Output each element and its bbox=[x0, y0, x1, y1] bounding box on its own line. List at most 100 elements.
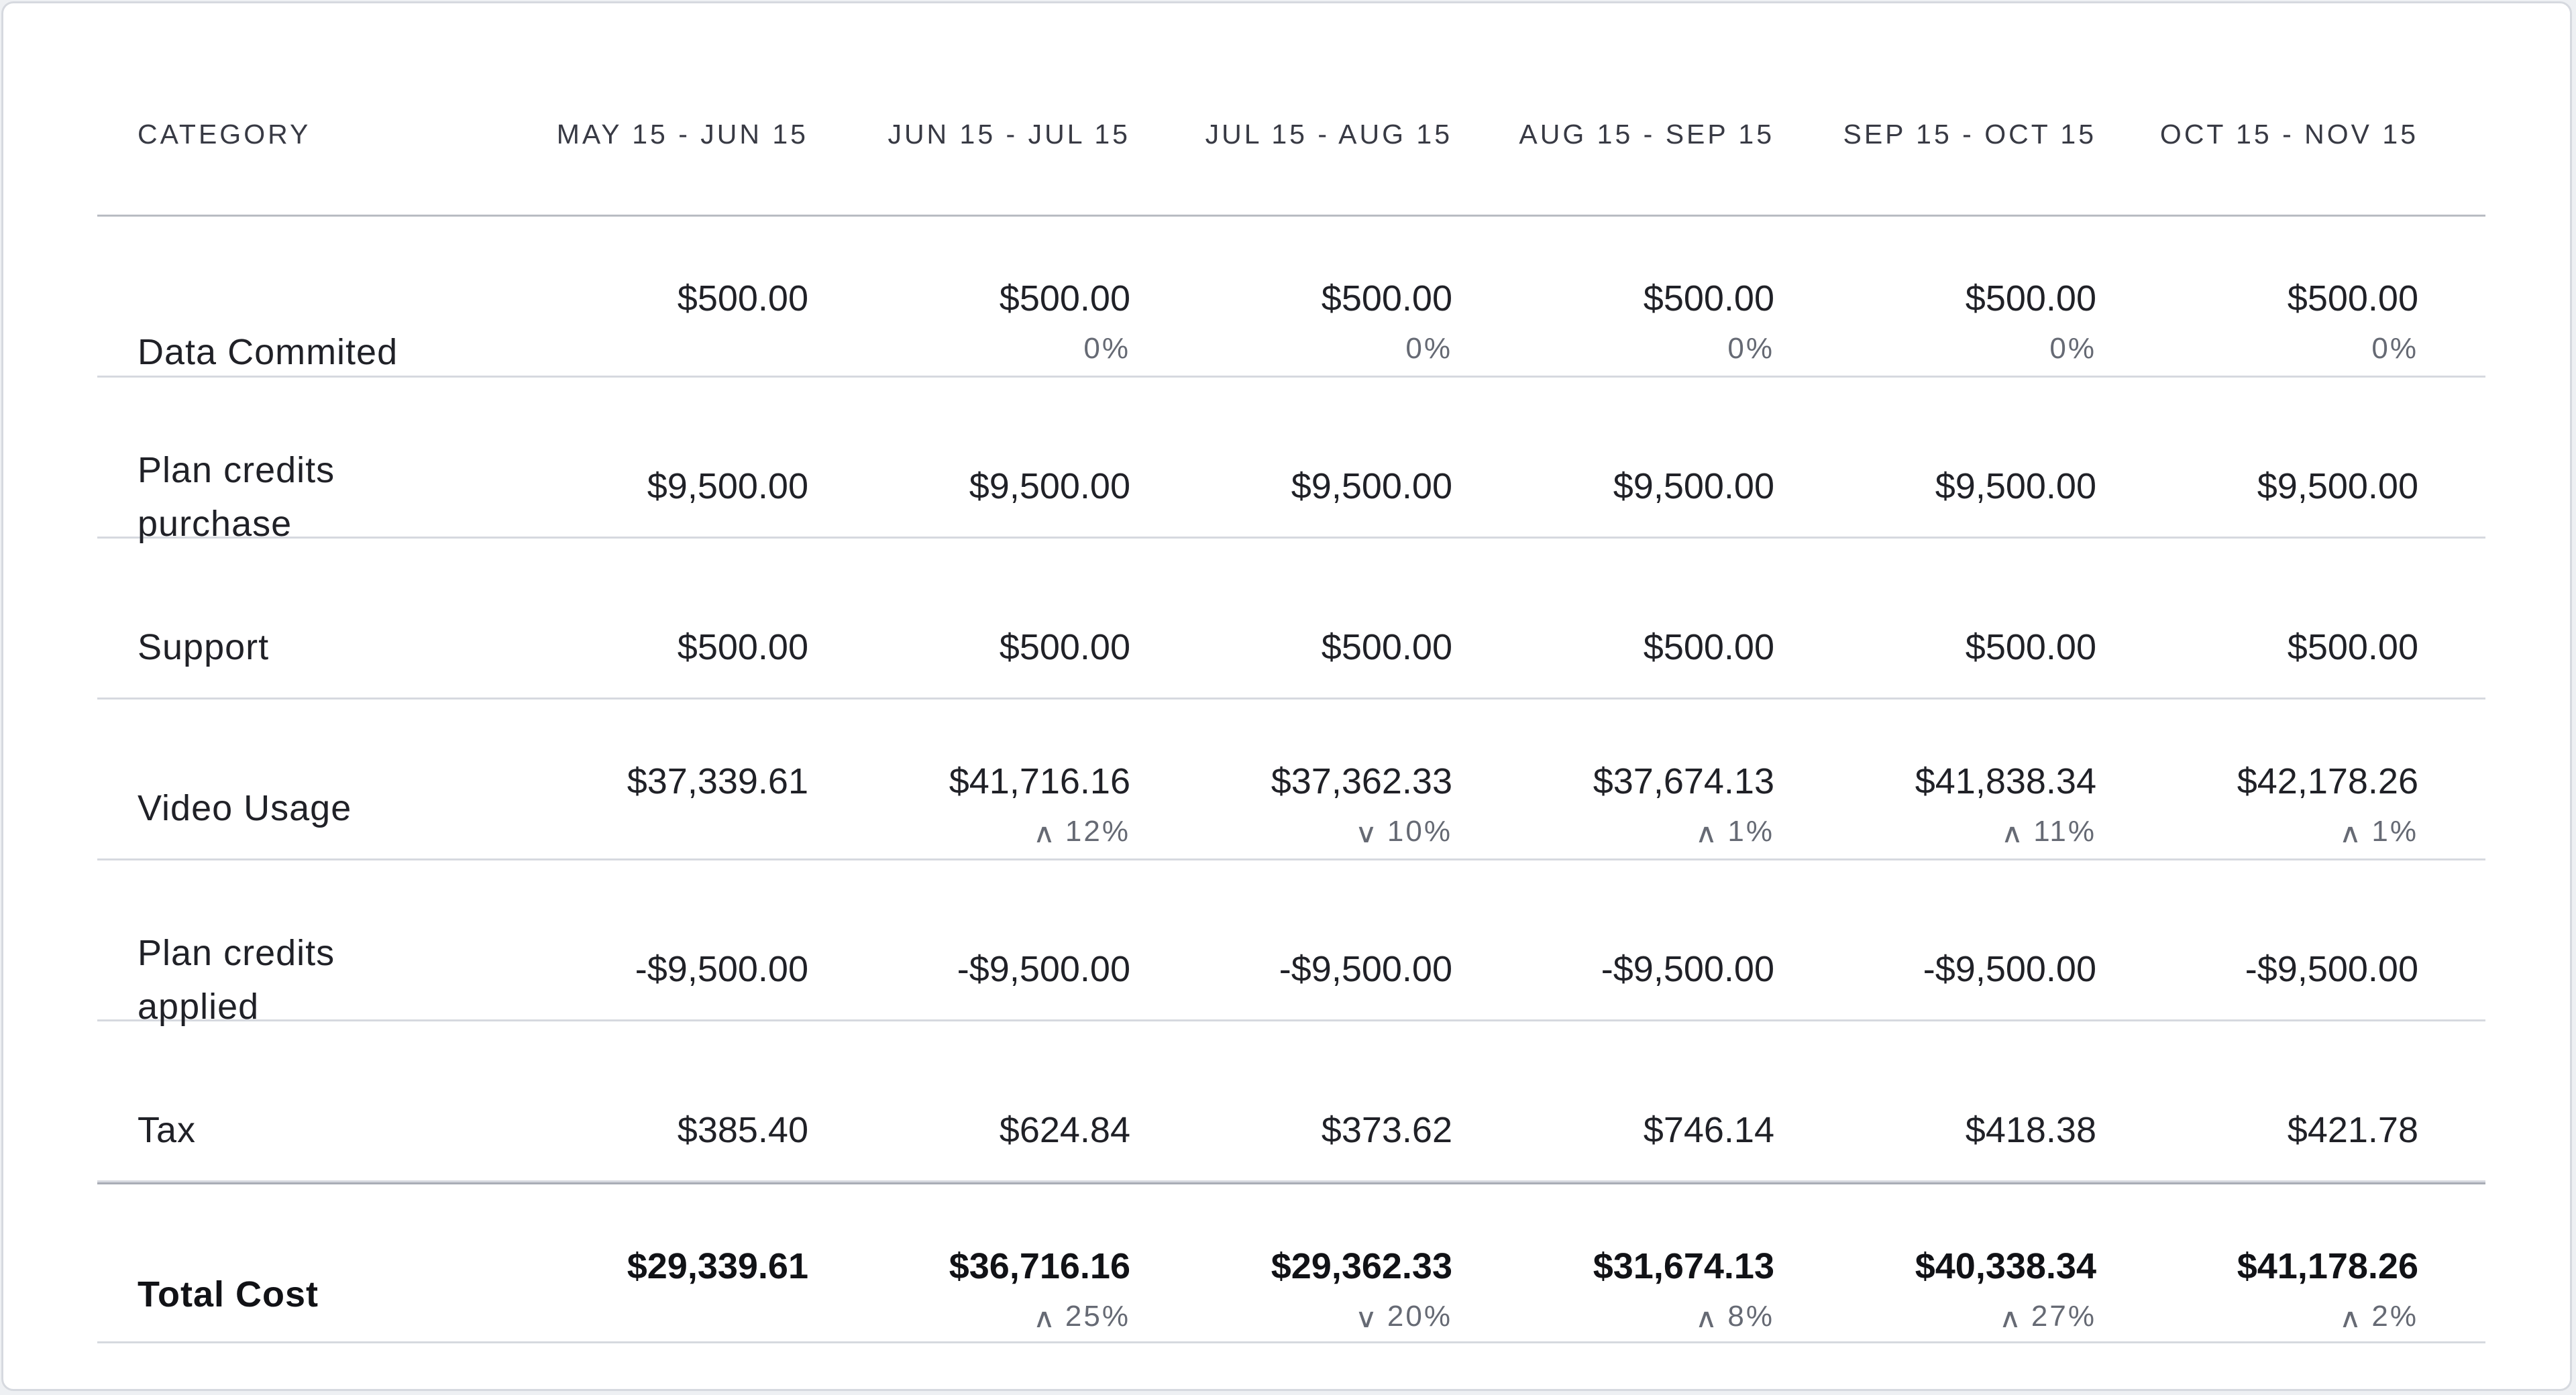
amount: $746.14 bbox=[1643, 1110, 1774, 1150]
value-cell: $385.40 bbox=[527, 1021, 849, 1157]
value-cell: $500.00 bbox=[2137, 539, 2459, 674]
category-cell: Video Usage bbox=[97, 700, 527, 835]
value-cell: $500.00 0% bbox=[1815, 217, 2137, 372]
header-period-3: JUL 15 - AUG 15 bbox=[1205, 119, 1452, 150]
amount: $373.62 bbox=[1321, 1110, 1452, 1150]
value-cell: -$9,500.00 bbox=[1171, 860, 1493, 996]
value-cell: -$9,500.00 bbox=[527, 860, 849, 996]
amount: -$9,500.00 bbox=[2245, 949, 2418, 989]
value-cell: -$9,500.00 bbox=[849, 860, 1171, 996]
amount: -$9,500.00 bbox=[635, 949, 808, 989]
change-percent: 25% bbox=[1065, 1300, 1130, 1333]
amount: $37,674.13 bbox=[1593, 761, 1774, 801]
value-cell: $9,500.00 bbox=[1171, 378, 1493, 513]
amount: $500.00 bbox=[1965, 278, 2096, 319]
category-label: Support bbox=[138, 627, 270, 667]
change-indicator: 0% bbox=[2137, 325, 2418, 372]
value-cell: $9,500.00 bbox=[1493, 378, 1815, 513]
change-percent: 2% bbox=[2371, 1300, 2418, 1333]
cost-table: CATEGORY MAY 15 - JUN 15 JUN 15 - JUL 15… bbox=[97, 3, 2485, 1343]
value-cell: $500.00 bbox=[1815, 539, 2137, 674]
table-row: Plan credits purchase $9,500.00 $9,500.00 $… bbox=[97, 378, 2485, 544]
value-cell: $500.00 bbox=[527, 217, 849, 325]
change-indicator: 0% bbox=[1815, 325, 2096, 372]
chevron-up-icon: ∧ bbox=[1695, 1304, 1720, 1333]
change-percent: 8% bbox=[1727, 1300, 1774, 1333]
change-percent: 0% bbox=[1405, 332, 1452, 365]
change-indicator: ∧ 27% bbox=[1815, 1293, 2096, 1340]
amount: $37,362.33 bbox=[1271, 761, 1452, 801]
change-percent: 0% bbox=[1083, 332, 1130, 365]
total-amount: $29,339.61 bbox=[627, 1246, 808, 1286]
amount: $421.78 bbox=[2287, 1110, 2418, 1150]
change-percent: 11% bbox=[2033, 815, 2096, 848]
change-percent: 0% bbox=[2371, 332, 2418, 365]
value-cell: $9,500.00 bbox=[2137, 378, 2459, 513]
value-cell: $31,674.13 ∧ 8% bbox=[1493, 1184, 1815, 1340]
value-cell: $41,716.16 ∧ 12% bbox=[849, 700, 1171, 855]
category-label: Video Usage bbox=[138, 788, 352, 828]
change-percent: 0% bbox=[2049, 332, 2096, 365]
amount: $500.00 bbox=[1321, 278, 1452, 319]
chevron-down-icon: ∨ bbox=[1354, 819, 1380, 848]
amount: $500.00 bbox=[1321, 627, 1452, 667]
amount: $500.00 bbox=[677, 627, 808, 667]
value-cell: $40,338.34 ∧ 27% bbox=[1815, 1184, 2137, 1340]
amount: $9,500.00 bbox=[1613, 466, 1774, 506]
change-indicator: ∧ 2% bbox=[2137, 1293, 2418, 1340]
amount: $9,500.00 bbox=[1935, 466, 2096, 506]
value-cell: $500.00 bbox=[527, 539, 849, 674]
change-indicator: ∧ 8% bbox=[1493, 1293, 1774, 1340]
table-header-row: CATEGORY MAY 15 - JUN 15 JUN 15 - JUL 15… bbox=[97, 3, 2485, 217]
category-cell: Plan credits applied bbox=[97, 860, 527, 1034]
table-body: Data Commited $500.00 $500.00 0% $500.00 0% $5… bbox=[97, 217, 2485, 1343]
value-cell: $500.00 0% bbox=[2137, 217, 2459, 372]
change-percent: 20% bbox=[1387, 1300, 1452, 1333]
amount: $500.00 bbox=[1965, 627, 2096, 667]
amount: -$9,500.00 bbox=[1923, 949, 2096, 989]
amount: $385.40 bbox=[677, 1110, 808, 1150]
value-cell: -$9,500.00 bbox=[1815, 860, 2137, 996]
value-cell: $418.38 bbox=[1815, 1021, 2137, 1157]
change-percent: 12% bbox=[1065, 815, 1130, 848]
value-cell: $37,362.33 ∨ 10% bbox=[1171, 700, 1493, 855]
table-row: Data Commited $500.00 $500.00 0% $500.00 0% $5… bbox=[97, 217, 2485, 378]
chevron-up-icon: ∧ bbox=[2000, 819, 2026, 848]
value-cell: $37,674.13 ∧ 1% bbox=[1493, 700, 1815, 855]
total-row: Total Cost $29,339.61 $36,716.16 ∧ 25% $29,36… bbox=[97, 1182, 2485, 1343]
amount: -$9,500.00 bbox=[1279, 949, 1452, 989]
chevron-up-icon: ∧ bbox=[2339, 1304, 2364, 1333]
change-indicator: ∧ 1% bbox=[1493, 808, 1774, 855]
value-cell: $500.00 bbox=[1171, 539, 1493, 674]
value-cell: $41,178.26 ∧ 2% bbox=[2137, 1184, 2459, 1340]
header-period-1: MAY 15 - JUN 15 bbox=[556, 119, 808, 150]
total-amount: $41,178.26 bbox=[2237, 1246, 2418, 1286]
total-amount: $36,716.16 bbox=[949, 1246, 1130, 1286]
amount: $500.00 bbox=[677, 278, 808, 319]
change-percent: 10% bbox=[1387, 815, 1452, 848]
value-cell: $500.00 0% bbox=[1171, 217, 1493, 372]
amount: $500.00 bbox=[2287, 278, 2418, 319]
value-cell: $41,838.34 ∧ 11% bbox=[1815, 700, 2137, 855]
amount: -$9,500.00 bbox=[957, 949, 1130, 989]
value-cell: $9,500.00 bbox=[527, 378, 849, 513]
category-label: Tax bbox=[138, 1110, 197, 1150]
chevron-up-icon: ∧ bbox=[2339, 819, 2364, 848]
change-percent: 1% bbox=[2371, 815, 2418, 848]
chevron-up-icon: ∧ bbox=[1998, 1304, 2024, 1333]
value-cell: $500.00 0% bbox=[849, 217, 1171, 372]
amount: $500.00 bbox=[999, 627, 1130, 667]
value-cell: -$9,500.00 bbox=[2137, 860, 2459, 996]
total-label: Total Cost bbox=[138, 1274, 319, 1315]
amount: $37,339.61 bbox=[627, 761, 808, 801]
category-label: Plan credits purchase bbox=[138, 450, 335, 544]
category-cell: Data Commited bbox=[97, 217, 527, 379]
change-indicator: 0% bbox=[849, 325, 1130, 372]
amount: $500.00 bbox=[2287, 627, 2418, 667]
category-cell: Tax bbox=[97, 1021, 527, 1157]
amount: $9,500.00 bbox=[1291, 466, 1452, 506]
change-indicator: ∨ 10% bbox=[1171, 808, 1452, 855]
amount: $9,500.00 bbox=[647, 466, 808, 506]
header-period-5: SEP 15 - OCT 15 bbox=[1843, 119, 2096, 150]
change-indicator: ∧ 11% bbox=[1815, 808, 2096, 855]
